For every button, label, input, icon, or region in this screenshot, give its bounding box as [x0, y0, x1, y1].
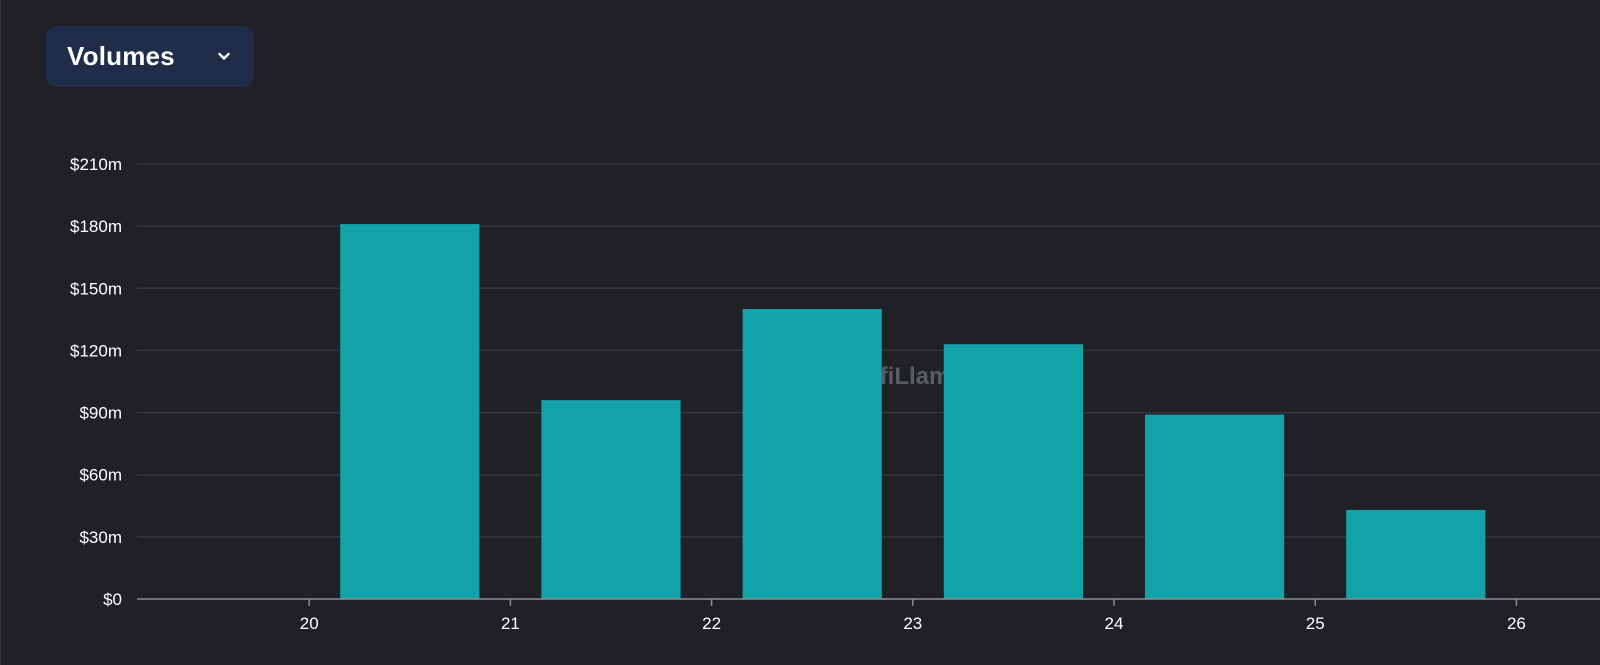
x-tick-label: 23: [903, 614, 922, 633]
x-tick-label: 22: [702, 614, 721, 633]
y-tick-label: $90m: [79, 404, 122, 423]
bar[interactable]: [1346, 509, 1486, 599]
bar[interactable]: [340, 224, 480, 600]
x-tick-label: 25: [1306, 614, 1325, 633]
metric-select-label: Volumes: [67, 41, 175, 71]
bar[interactable]: [943, 344, 1083, 599]
bar[interactable]: [1145, 414, 1285, 599]
chevron-down-icon: [218, 52, 230, 60]
x-tick-label: 26: [1507, 614, 1526, 633]
metric-select-dropdown[interactable]: Volumes: [46, 26, 254, 87]
y-tick-label: $0: [103, 590, 122, 609]
y-tick-label: $30m: [79, 528, 122, 547]
axes: $0 $30m $60m $90m $120m $150m $180m $210m 20 21 22…: [70, 155, 1600, 633]
x-tick-label: 24: [1105, 614, 1124, 633]
bar[interactable]: [742, 309, 882, 599]
bar[interactable]: [541, 400, 681, 599]
y-tick-label: $180m: [70, 217, 122, 236]
x-tick-label: 20: [300, 614, 319, 633]
y-tick-label: $60m: [79, 466, 122, 485]
y-tick-label: $150m: [70, 279, 122, 298]
y-tick-label: $120m: [70, 341, 122, 360]
bars: [340, 224, 1486, 600]
x-tick-label: 21: [501, 614, 520, 633]
y-tick-label: $210m: [70, 155, 122, 174]
